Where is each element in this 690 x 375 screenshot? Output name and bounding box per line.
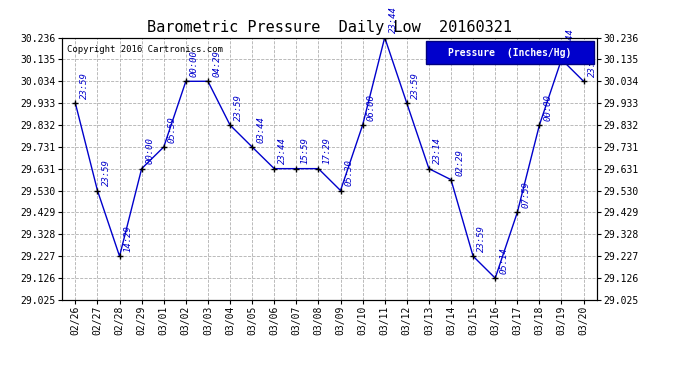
Text: 23:59: 23:59 — [79, 72, 88, 99]
Text: 06:00: 06:00 — [367, 94, 376, 121]
Text: 23:59: 23:59 — [588, 50, 597, 77]
Text: 23:59: 23:59 — [411, 72, 420, 99]
Text: 05:59: 05:59 — [168, 116, 177, 143]
Text: 03:44: 03:44 — [256, 116, 265, 143]
Text: 00:00: 00:00 — [146, 138, 155, 165]
Text: Pressure  (Inches/Hg): Pressure (Inches/Hg) — [448, 48, 571, 58]
Text: 05:14: 05:14 — [500, 247, 509, 274]
Title: Barometric Pressure  Daily Low  20160321: Barometric Pressure Daily Low 20160321 — [147, 20, 512, 35]
Text: 04:29: 04:29 — [212, 50, 221, 77]
Text: 03:44: 03:44 — [566, 28, 575, 55]
Text: 23:59: 23:59 — [101, 159, 110, 186]
Text: 23:59: 23:59 — [477, 225, 486, 252]
Text: 07:59: 07:59 — [522, 182, 531, 208]
Text: 02:29: 02:29 — [455, 148, 464, 176]
Text: 15:59: 15:59 — [301, 138, 310, 165]
Text: 00:00: 00:00 — [544, 94, 553, 121]
Text: 23:59: 23:59 — [234, 94, 243, 121]
Text: Copyright 2016 Cartronics.com: Copyright 2016 Cartronics.com — [68, 45, 224, 54]
Text: 05:30: 05:30 — [345, 159, 354, 186]
Text: 23:44: 23:44 — [278, 138, 288, 165]
Text: 23:14: 23:14 — [433, 138, 442, 165]
FancyBboxPatch shape — [426, 42, 594, 64]
Text: 17:29: 17:29 — [323, 138, 332, 165]
Text: 23:44: 23:44 — [389, 6, 398, 33]
Text: 14:29: 14:29 — [124, 225, 132, 252]
Text: 00:00: 00:00 — [190, 50, 199, 77]
